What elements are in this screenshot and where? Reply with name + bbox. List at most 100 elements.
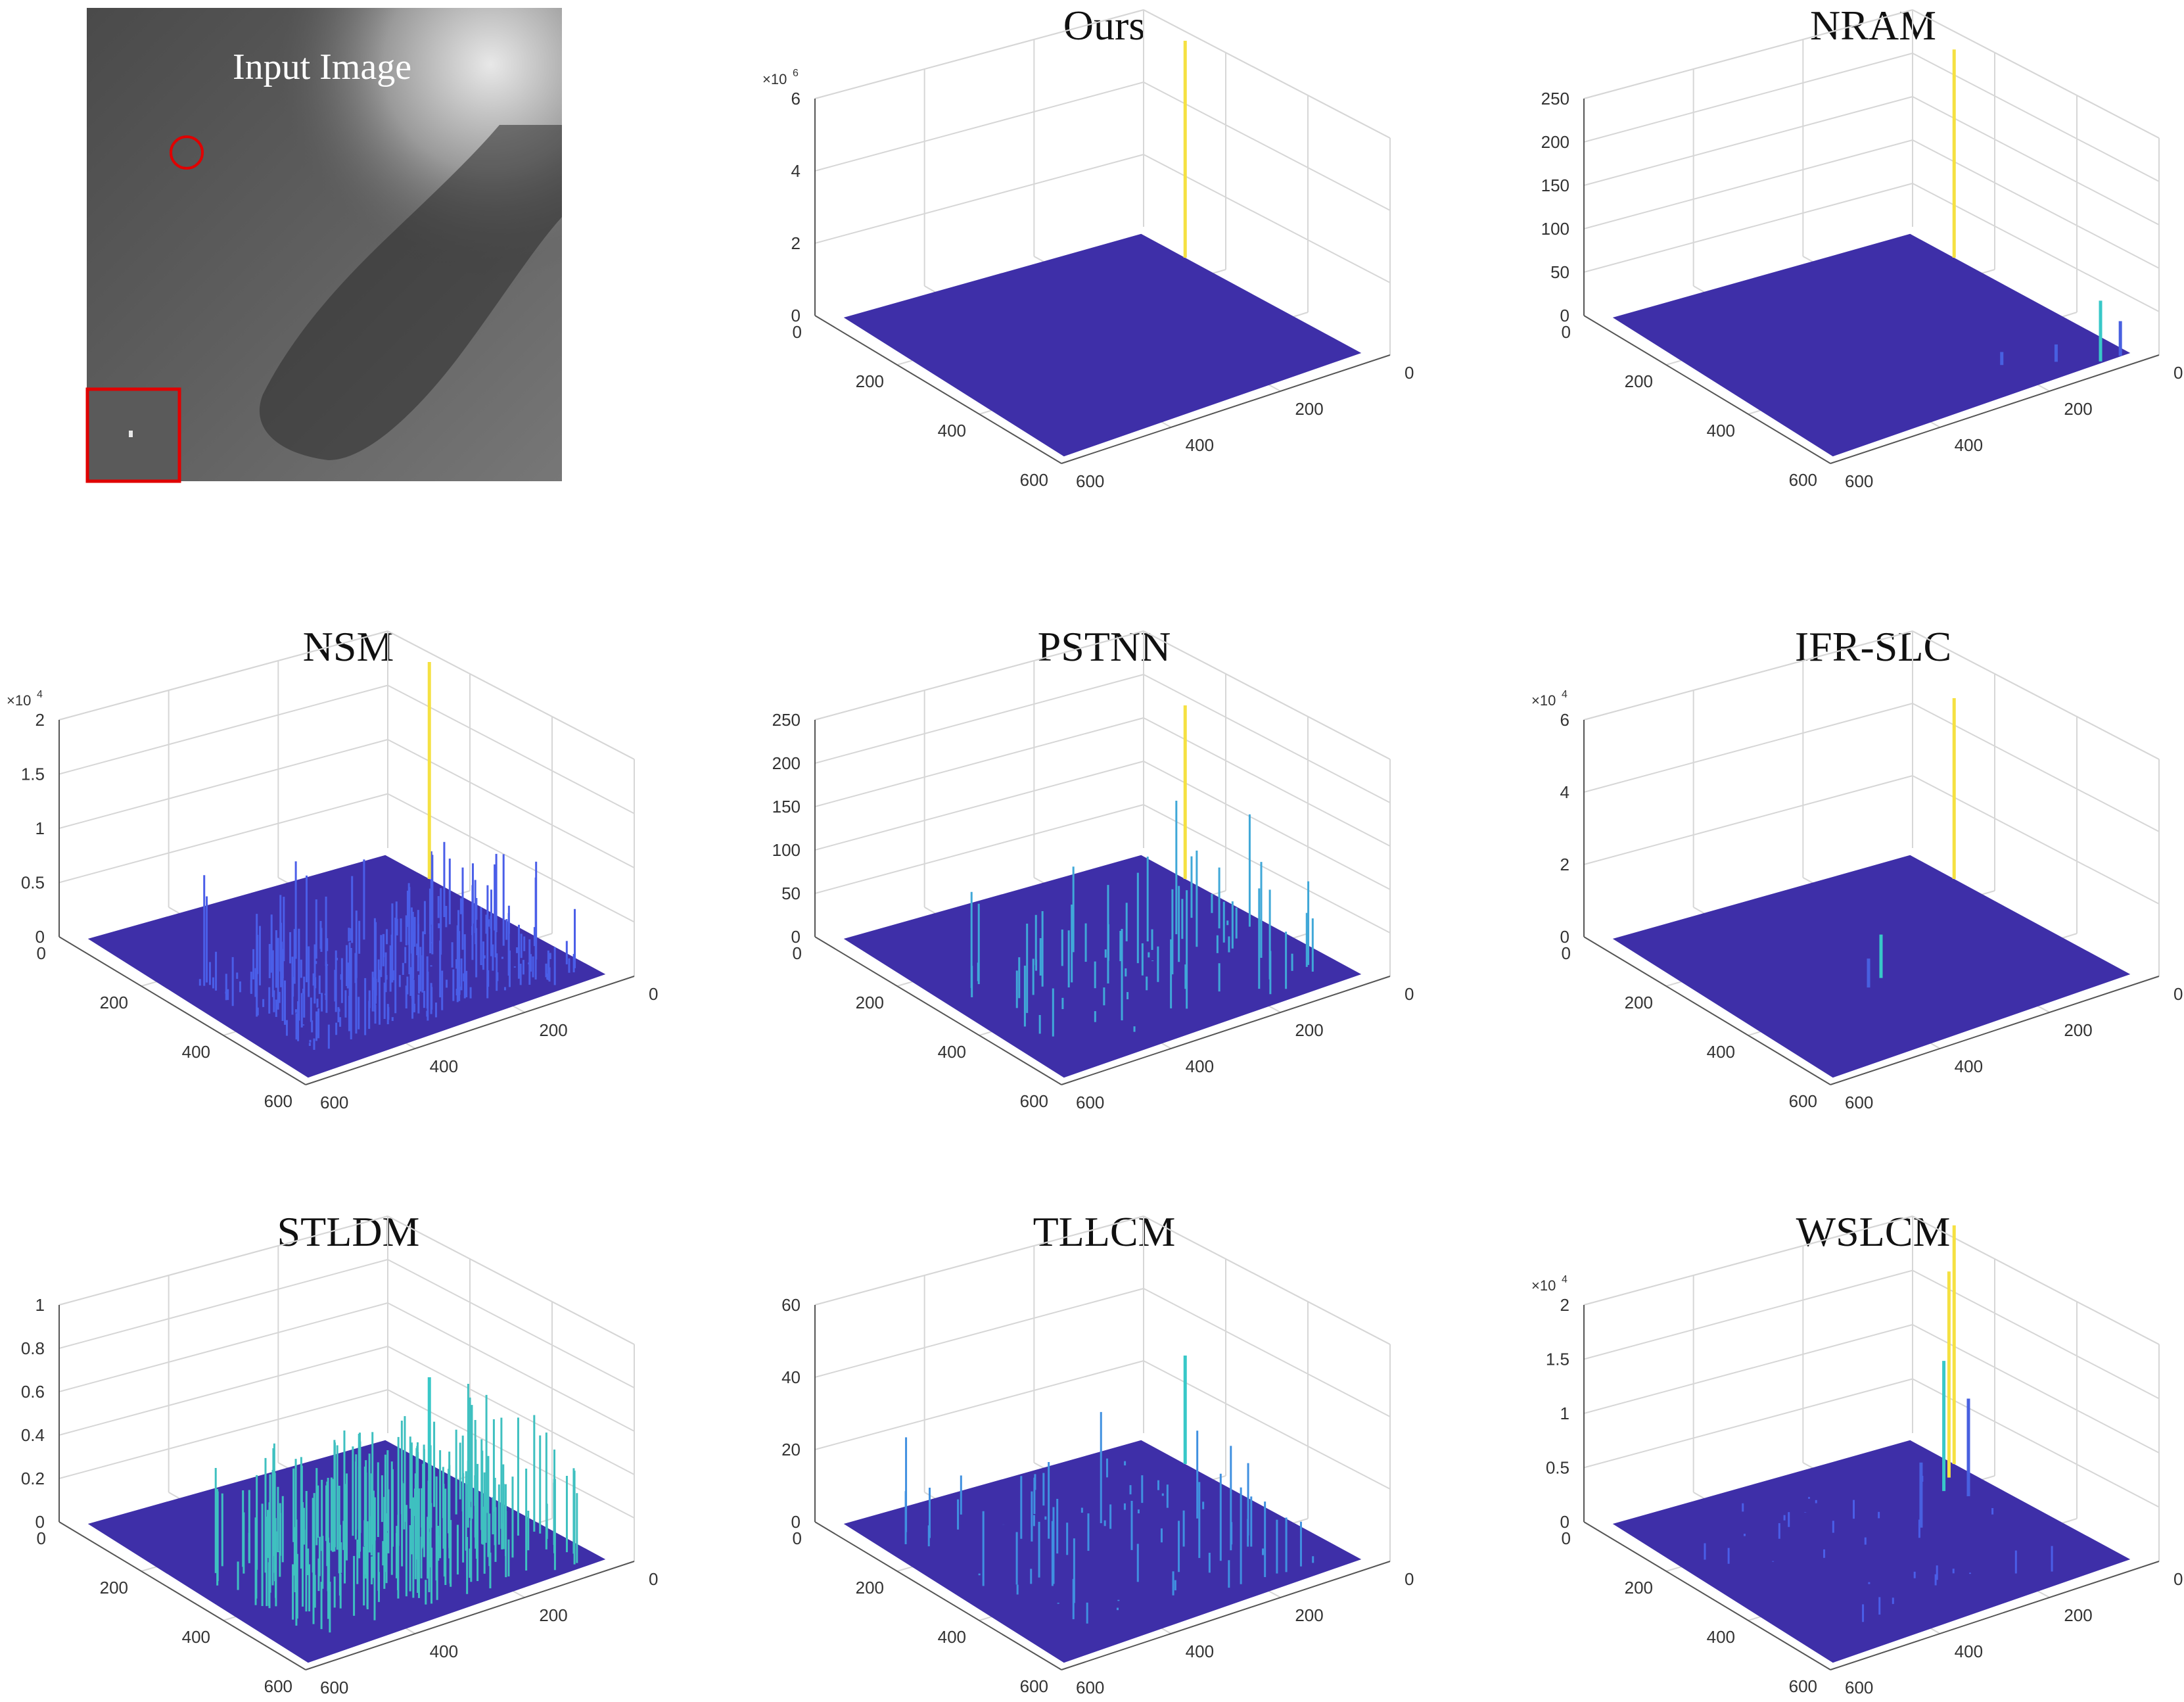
chart-wslcm: WSLCM 0 0.5 1 1.5 2×10 4 0 200 400 600 0 200 400 600 (1531, 1208, 2183, 1697)
z-tick-label: 2 (1560, 855, 1569, 874)
x-tick-label: 200 (2064, 399, 2092, 419)
chart-title: Ours (1063, 2, 1145, 49)
grid-line (1143, 761, 1391, 890)
z-tick-label: 0 (791, 306, 801, 325)
grid-line (814, 1216, 1144, 1306)
x-tick-label: 200 (2064, 1020, 2092, 1040)
x-tick-label: 400 (1186, 435, 1214, 455)
axis-line (1061, 1561, 1391, 1670)
grid-line (1583, 775, 1913, 865)
grid-line (1143, 1288, 1391, 1417)
x-tick-label: 0 (649, 1569, 658, 1589)
grid-line (58, 1389, 388, 1479)
y-tick-label: 400 (938, 1042, 966, 1062)
axis-line (814, 936, 1062, 1085)
grid-line (1583, 9, 1913, 99)
z-tick-label: 0 (1560, 306, 1569, 325)
input-image-coastline (259, 125, 562, 460)
x-tick-label: 600 (320, 1093, 348, 1112)
axis-line (1061, 976, 1391, 1085)
z-tick-label: 6 (1560, 710, 1569, 730)
chart-nram: NRAM 0 50 100 150 200 250 0 200 400 600 0 200 400 600 (1541, 2, 2183, 491)
z-tick-label: 20 (781, 1440, 801, 1459)
z-tick-label: 1 (35, 818, 45, 838)
chart-title: IFR-SLC (1795, 623, 1951, 670)
z-tick-label: 4 (1560, 782, 1569, 802)
axis-line (58, 936, 306, 1085)
z-tick-label: 60 (781, 1295, 801, 1315)
y-tick-label: 0 (793, 1528, 802, 1548)
y-tick-label: 0 (37, 943, 46, 963)
x-tick-label: 400 (430, 1642, 458, 1661)
z-tick-label: 1.5 (1546, 1350, 1569, 1369)
target-zoom-dot (129, 431, 133, 437)
z-tick-label: 0.5 (1546, 1458, 1569, 1478)
z-tick-label: 2 (1560, 1295, 1569, 1315)
y-tick-label: 0 (793, 322, 802, 342)
x-tick-label: 0 (649, 984, 658, 1004)
y-tick-label: 200 (1625, 1578, 1653, 1597)
grid-line (1583, 139, 1913, 229)
z-exponent-power: 6 (793, 68, 799, 79)
target-marker-circle (170, 135, 204, 170)
grid-line (814, 804, 1144, 894)
grid-line (1143, 630, 1391, 760)
surface-plane (1612, 855, 2131, 1078)
x-tick-label: 0 (2173, 1569, 2183, 1589)
grid-line (387, 1216, 635, 1345)
chart-title: PSTNN (1038, 623, 1171, 670)
z-tick-label: 150 (1541, 176, 1569, 195)
x-tick-label: 600 (1076, 471, 1104, 491)
x-tick-label: 600 (1845, 1093, 1873, 1112)
x-tick-label: 200 (1295, 1605, 1323, 1625)
grid-line (814, 630, 1144, 721)
y-tick-label: 600 (264, 1676, 292, 1696)
surface-plane (1612, 233, 2131, 457)
y-tick-label: 400 (1707, 1042, 1735, 1062)
grid-line (58, 739, 388, 829)
surface-plane (1612, 1440, 2131, 1663)
x-tick-label: 0 (1405, 363, 1414, 383)
target-zoom-inset (85, 387, 181, 483)
x-tick-label: 200 (1295, 399, 1323, 419)
z-tick-label: 50 (1550, 262, 1569, 282)
grid-line (1583, 703, 1913, 793)
z-exponent-label: ×10 (1531, 692, 1556, 709)
chart-title: WSLCM (1796, 1208, 1951, 1255)
axis-line (1583, 936, 1831, 1085)
grid-line (1583, 96, 1913, 186)
axis-line (305, 976, 635, 1085)
grid-line (387, 1259, 635, 1388)
chart-nsm: NSM 0 0.5 1 1.5 2×10 4 0 200 400 600 0 200 400 600 (7, 623, 658, 1112)
z-tick-label: 0 (35, 1512, 45, 1532)
y-tick-label: 200 (1625, 993, 1653, 1012)
grid-line (58, 1346, 388, 1436)
y-tick-label: 600 (1020, 1091, 1048, 1111)
grid-line (58, 1302, 388, 1392)
grid-line (58, 1216, 388, 1306)
z-exponent-label: ×10 (762, 71, 787, 87)
grid-line (1912, 9, 2160, 139)
axis-line (1061, 354, 1391, 464)
grid-line (58, 684, 388, 775)
z-tick-label: 150 (772, 797, 801, 816)
z-tick-label: 1.5 (21, 765, 45, 784)
chart-pstnn: PSTNN 0 50 100 150 200 250 0 200 400 600 0 200 400 600 (772, 623, 1414, 1112)
grid-line (1143, 717, 1391, 847)
x-tick-label: 600 (1845, 1678, 1873, 1697)
grid-line (1583, 53, 1913, 143)
z-tick-label: 1 (35, 1295, 45, 1315)
z-tick-label: 0 (1560, 1512, 1569, 1532)
x-tick-label: 200 (2064, 1605, 2092, 1625)
y-tick-label: 0 (1562, 1528, 1571, 1548)
z-tick-label: 200 (772, 753, 801, 773)
grid-line (58, 793, 388, 884)
grid-line (387, 684, 635, 815)
axis-line (58, 1521, 306, 1670)
chart-title: TLLCM (1033, 1208, 1176, 1255)
z-tick-label: 0 (791, 1512, 801, 1532)
grid-line (58, 1259, 388, 1349)
y-tick-label: 600 (1020, 470, 1048, 490)
grid-line (1583, 183, 1913, 273)
